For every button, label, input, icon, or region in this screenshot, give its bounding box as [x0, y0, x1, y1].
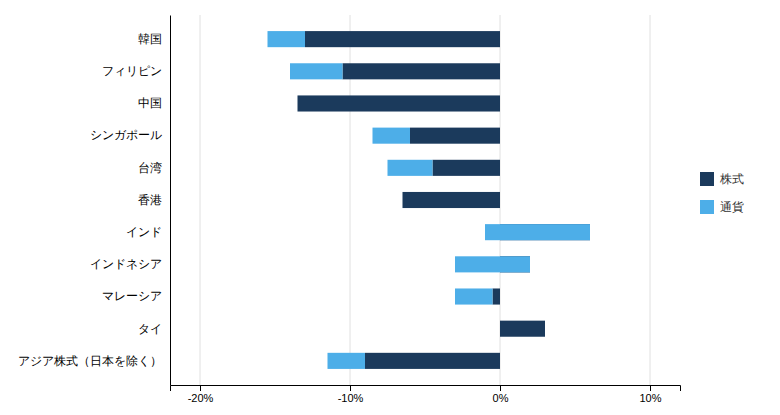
y-tick: タイ — [138, 322, 170, 336]
x-tick: 10% — [639, 385, 661, 404]
x-tick: 0% — [493, 385, 509, 404]
plot: -20% -10% 0% 10% 韓国フィリピン中国シンガポール台湾香港インドインドネシ… — [18, 15, 681, 404]
y-tick: 香港 — [138, 193, 170, 207]
y-tick: 中国 — [138, 96, 170, 110]
y-tick: アジア株式（日本を除く） — [18, 354, 170, 368]
bar — [373, 128, 411, 144]
grid — [200, 15, 650, 385]
legend-swatch — [700, 172, 714, 186]
y-tick-label: インド — [126, 225, 162, 239]
x-axis: -20% -10% 0% 10% — [171, 385, 681, 404]
x-tick-mark — [500, 385, 501, 391]
bar — [290, 63, 343, 79]
y-tick-label: シンガポール — [90, 128, 162, 142]
y-tick: インドネシア — [90, 257, 170, 271]
chart: -20% -10% 0% 10% 韓国フィリピン中国シンガポール台湾香港インドインドネシ… — [0, 0, 780, 415]
legend-item: 通貨 — [700, 200, 744, 214]
bar — [297, 95, 298, 111]
y-tick-label: インドネシア — [90, 257, 162, 271]
bar — [403, 192, 501, 208]
y-tick-label: 中国 — [138, 96, 162, 110]
y-tick-label: 台湾 — [138, 161, 162, 175]
bar — [268, 31, 306, 47]
bar — [545, 321, 546, 337]
bar — [402, 192, 403, 208]
legend-label: 株式 — [719, 172, 744, 186]
y-tick: インド — [126, 225, 170, 239]
x-tick-label: 10% — [639, 392, 661, 404]
y-tick: シンガポール — [90, 128, 170, 142]
series-bars — [268, 31, 591, 369]
legend-item: 株式 — [700, 172, 744, 186]
y-axis: 韓国フィリピン中国シンガポール台湾香港インドインドネシアマレーシアタイアジア株式… — [18, 16, 171, 386]
y-tick: 韓国 — [138, 32, 170, 46]
y-tick: 台湾 — [138, 161, 170, 175]
y-tick-label: タイ — [138, 322, 162, 336]
x-tick: -20% — [188, 385, 214, 404]
bar — [500, 321, 545, 337]
bar — [343, 63, 501, 79]
x-tick-label: 0% — [493, 392, 509, 404]
bar — [365, 353, 500, 369]
legend: 株式通貨 — [700, 172, 744, 214]
x-tick: -10% — [338, 385, 364, 404]
grid-line — [200, 15, 201, 385]
bars — [268, 31, 591, 369]
bar — [388, 160, 433, 176]
x-axis-line — [171, 386, 681, 392]
bar — [433, 160, 501, 176]
grid-line — [650, 15, 651, 385]
bar — [485, 224, 590, 240]
x-tick-label: -10% — [338, 392, 364, 404]
bar — [328, 353, 366, 369]
bar — [455, 256, 530, 272]
bar — [410, 128, 500, 144]
series-bars — [298, 31, 591, 369]
legend-label: 通貨 — [720, 200, 744, 214]
y-tick-label: アジア株式（日本を除く） — [18, 354, 162, 368]
y-tick-label: 香港 — [138, 193, 162, 207]
x-tick-mark — [650, 385, 651, 391]
bar — [493, 288, 501, 304]
x-tick-label: -20% — [188, 392, 214, 404]
x-tick-mark — [350, 385, 351, 391]
y-tick: フィリピン — [102, 64, 170, 78]
y-tick-label: フィリピン — [102, 64, 162, 78]
y-tick-label: マレーシア — [102, 289, 162, 303]
x-tick-mark — [200, 385, 201, 391]
bar — [298, 95, 501, 111]
y-axis-line — [170, 16, 171, 386]
y-tick: マレーシア — [102, 289, 170, 303]
y-tick-label: 韓国 — [138, 32, 162, 46]
bar — [305, 31, 500, 47]
legend-swatch — [700, 200, 714, 214]
bar — [455, 288, 493, 304]
